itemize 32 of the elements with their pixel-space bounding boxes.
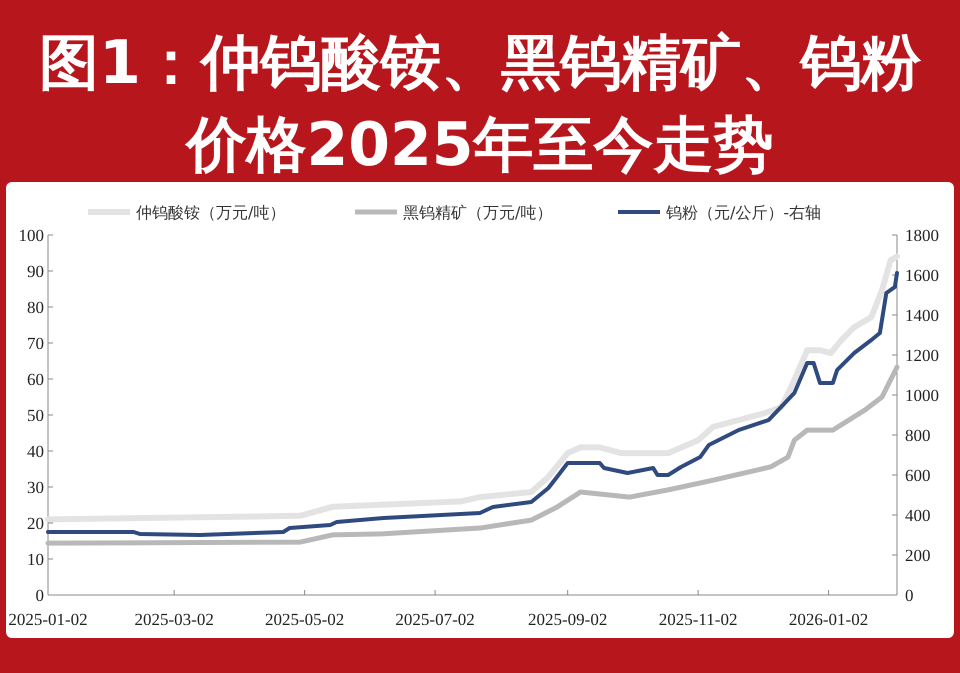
y2-tick-label: 1000	[905, 386, 939, 405]
y2-tick-label: 600	[905, 466, 930, 485]
x-tick-label: 2025-09-02	[528, 610, 608, 629]
y-tick-label: 40	[27, 442, 44, 461]
x-tick-label: 2025-05-02	[264, 610, 344, 629]
y-tick-label: 10	[27, 550, 44, 569]
legend-label: 仲钨酸铵（万元/吨）	[136, 203, 286, 222]
y-tick-label: 50	[27, 406, 44, 425]
y2-tick-label: 0	[905, 586, 914, 605]
x-tick-label: 2026-01-02	[788, 610, 868, 629]
y-tick-label: 90	[27, 262, 44, 281]
y2-tick-label: 200	[905, 546, 930, 565]
legend-label: 钨粉（元/公斤）-右轴	[665, 203, 822, 222]
x-tick-label: 2025-01-02	[8, 610, 88, 629]
y-tick-label: 70	[27, 334, 44, 353]
y-tick-label: 0	[36, 586, 44, 605]
x-tick-label: 2025-11-02	[658, 610, 738, 629]
chart-title: 图1：仲钨酸铵、黑钨精矿、钨粉价格2025年至今走势	[38, 27, 922, 182]
y2-tick-label: 1200	[905, 346, 939, 365]
legend-label: 黑钨精矿（万元/吨）	[403, 203, 552, 222]
y2-tick-label: 1600	[905, 266, 939, 285]
y2-tick-label: 800	[905, 426, 930, 445]
y-tick-label: 30	[27, 478, 44, 497]
y2-tick-label: 1800	[905, 226, 939, 245]
y-tick-label: 20	[27, 514, 44, 533]
y-tick-label: 100	[18, 226, 44, 245]
y2-tick-label: 400	[905, 506, 930, 525]
x-tick-label: 2025-07-02	[395, 610, 475, 629]
y2-tick-label: 1400	[905, 306, 939, 325]
x-tick-label: 2025-03-02	[134, 610, 214, 629]
y-tick-label: 80	[27, 298, 44, 317]
y-tick-label: 60	[27, 370, 44, 389]
